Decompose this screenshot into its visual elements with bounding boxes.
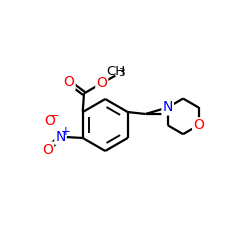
Text: 3: 3: [118, 68, 125, 78]
Text: O: O: [44, 114, 55, 128]
Text: CH: CH: [106, 65, 125, 78]
Text: O: O: [42, 142, 53, 156]
Text: N: N: [55, 130, 66, 144]
Text: N: N: [162, 100, 173, 114]
Text: O: O: [64, 75, 74, 89]
Text: O: O: [193, 118, 204, 132]
Text: O: O: [96, 76, 107, 90]
Text: −: −: [49, 110, 59, 123]
Text: +: +: [60, 125, 70, 138]
